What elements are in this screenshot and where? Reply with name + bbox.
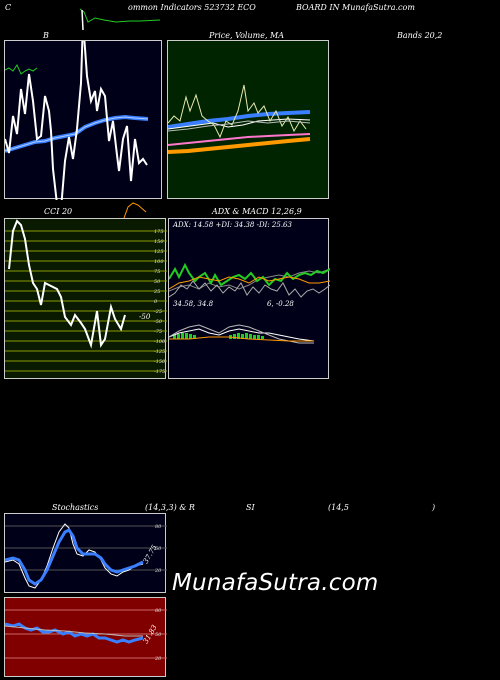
stoch-tick: 80 [155, 524, 162, 530]
macd-values-a: 34.58, 34.8 [173, 300, 214, 308]
stoch-label-e: ) [432, 503, 436, 512]
cci-tick: -50 [154, 319, 163, 325]
cci-tick: 125 [154, 249, 164, 255]
stochastics-chart: 37.75 80 50 20 [5, 523, 167, 589]
stoch-label-c: SI [246, 503, 255, 512]
adx-values: ADX: 14.58 +DI: 34.38 -DI: 25.63 [172, 221, 293, 229]
cci-tick: 50 [154, 279, 161, 285]
rsi-panel: 31.83 80 50 20 [4, 597, 167, 677]
header-c: C [5, 3, 12, 12]
cci-tick: 0 [154, 299, 158, 305]
cci-tick: -150 [154, 359, 166, 365]
cci-value: -50 [139, 313, 151, 321]
adx-label: ADX & MACD 12,26,9 [212, 207, 302, 216]
cci-tick: 75 [154, 269, 160, 275]
stochastics-panel: 37.75 80 50 20 [4, 513, 167, 593]
bollinger-chart [5, 41, 149, 200]
stoch-label-b: (14,3,3) & R [145, 503, 195, 512]
price-panel [167, 40, 329, 199]
bollinger-label: B [43, 31, 49, 40]
price-label: Price, Volume, MA [209, 31, 285, 40]
adx-macd-panel: ADX: 14.58 +DI: 34.38 -DI: 25.63 34.58, … [168, 218, 330, 379]
stoch-tick: 50 [155, 546, 162, 552]
rsi-tick: 50 [155, 632, 162, 638]
cci-tick: -125 [154, 349, 165, 355]
cci-ticks: 175 150 125 100 75 50 25 0 -25 -50 -75 -… [153, 229, 166, 375]
watermark: MunafaSutra.com [172, 570, 379, 596]
rsi-chart: 31.83 80 50 20 [5, 608, 167, 662]
cci-tick: 150 [154, 239, 164, 245]
cci-overflow-line [123, 202, 147, 219]
stoch-label-d: (14,5 [328, 503, 349, 512]
rsi-tick: 80 [155, 608, 162, 614]
price-chart [168, 84, 311, 154]
header-title: ommon Indicators 523732 ECO [128, 3, 256, 12]
rsi-tick: 20 [154, 656, 162, 662]
cci-tick: -25 [154, 309, 162, 315]
cci-panel: -50 175 150 125 100 75 50 25 0 -25 -50 -… [4, 218, 167, 379]
header-board: BOARD IN MunafaSutra.com [296, 3, 415, 12]
bollinger-panel [4, 40, 162, 200]
cci-tick: -100 [154, 339, 166, 345]
cci-tick: -75 [154, 329, 162, 335]
cci-tick: -175 [154, 369, 165, 375]
stoch-tick: 20 [154, 568, 162, 574]
cci-label: CCI 20 [44, 207, 73, 216]
stoch-label-a: Stochastics [52, 503, 99, 512]
cci-tick: 100 [154, 259, 164, 265]
cci-tick: 175 [154, 229, 164, 235]
top-overflow-line [79, 8, 161, 31]
bands-label: Bands 20,2 [397, 31, 443, 40]
macd-values-b: 6, -0.28 [267, 300, 294, 308]
cci-tick: 25 [153, 289, 160, 295]
adx-macd-chart: ADX: 14.58 +DI: 34.38 -DI: 25.63 34.58, … [169, 221, 330, 344]
cci-chart: -50 175 150 125 100 75 50 25 0 -25 -50 -… [5, 219, 167, 375]
